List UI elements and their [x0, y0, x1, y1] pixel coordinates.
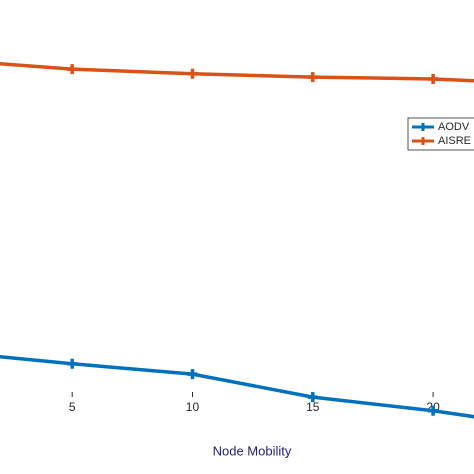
legend-box	[407, 117, 474, 151]
point-marker	[428, 73, 439, 84]
point-marker	[307, 72, 318, 83]
x-axis-label: Node Mobility	[213, 443, 292, 458]
point-marker	[67, 358, 78, 369]
point-marker	[187, 68, 198, 79]
legend-marker	[419, 137, 427, 145]
legend-label: AODV	[438, 121, 470, 133]
series-line	[0, 354, 474, 419]
legend-label: AISRE	[438, 135, 471, 147]
point-marker	[187, 369, 198, 380]
point-marker	[307, 392, 318, 403]
x-tick-label: 15	[306, 400, 320, 414]
x-tick-label: 5	[69, 400, 76, 414]
point-marker	[67, 64, 78, 75]
legend-marker	[419, 123, 427, 131]
x-tick-label: 10	[186, 400, 200, 414]
legend: AODV AISRE	[407, 117, 474, 151]
point-marker	[428, 405, 439, 416]
series-line	[0, 61, 474, 83]
